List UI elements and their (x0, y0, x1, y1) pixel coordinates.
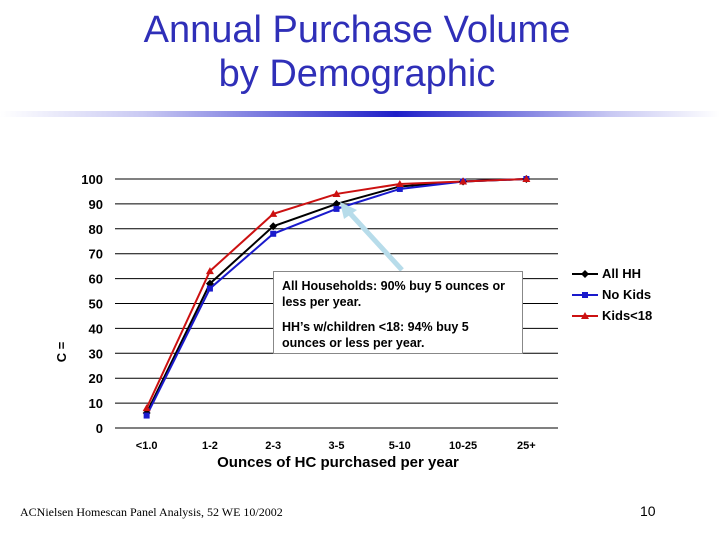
x-tick-label: 5-10 (389, 440, 411, 452)
legend-swatch-all-hh (572, 269, 598, 278)
series-markers (142, 175, 531, 419)
y-tick-label: 50 (89, 297, 103, 312)
data-point-kids-18-5 (459, 177, 468, 185)
y-tick-label: 30 (89, 346, 103, 361)
legend-label: Kids<18 (602, 308, 653, 323)
slide-title-line2: by Demographic (218, 53, 496, 95)
y-tick-label: 100 (81, 172, 103, 187)
annotation-arrowhead (340, 202, 357, 219)
annotation-line1: All Households: 90% buy 5 ounces or less… (282, 279, 505, 309)
y-tick-label: 20 (89, 371, 103, 386)
page-number: 10 (640, 503, 656, 519)
legend-label: All HH (602, 266, 641, 281)
x-axis-label: Ounces of HC purchased per year (217, 454, 459, 471)
y-tick-label: 10 (89, 396, 103, 411)
y-tick-label: 70 (89, 247, 103, 262)
data-point-all-hh-2 (269, 222, 278, 231)
y-tick-label: 40 (89, 321, 103, 336)
y-tick-label: 60 (89, 272, 103, 287)
legend-swatch-no-kids (572, 291, 598, 298)
x-tick-label: 10-25 (449, 440, 477, 452)
slide-title: Annual Purchase Volume by Demographic (0, 8, 714, 96)
data-point-no-kids-3 (333, 205, 340, 212)
annotation-arrow (345, 208, 404, 272)
annotation-box: All Households: 90% buy 5 ounces or less… (273, 271, 523, 354)
title-underline (0, 111, 720, 117)
x-tick-label: 3-5 (329, 440, 345, 452)
y-tick-label: 80 (89, 222, 103, 237)
slide-title-line1: Annual Purchase Volume (143, 9, 571, 51)
legend-item-no-kids: No Kids (572, 284, 652, 305)
x-tick-labels: <1.0 1-2 2-3 3-5 5-10 10-25 25+ (136, 440, 536, 452)
legend-swatch-kids (572, 311, 598, 319)
chart-legend: All HH No Kids Kids<18 (572, 263, 652, 326)
legend-item-all-hh: All HH (572, 263, 652, 284)
data-point-no-kids-0 (143, 412, 150, 419)
data-point-kids-18-6 (522, 175, 531, 182)
data-point-kids-18-3 (332, 189, 341, 197)
x-tick-label: 25+ (517, 440, 536, 452)
y-tick-label: 0 (96, 421, 103, 436)
data-point-kids-18-2 (269, 209, 278, 217)
x-tick-label: 1-2 (202, 440, 218, 452)
data-point-kids-18-0 (142, 404, 151, 412)
data-point-kids-18-1 (205, 267, 214, 275)
source-footnote: ACNielsen Homescan Panel Analysis, 52 WE… (20, 505, 283, 519)
legend-label: No Kids (602, 287, 652, 302)
x-tick-label: 2-3 (265, 440, 281, 452)
y-tick-label: 90 (89, 197, 103, 212)
y-axis-label: C = (54, 341, 69, 362)
data-point-no-kids-4 (396, 185, 403, 192)
data-point-kids-18-4 (395, 179, 404, 187)
x-tick-label: <1.0 (136, 440, 158, 452)
data-point-no-kids-2 (270, 230, 277, 237)
legend-item-kids: Kids<18 (572, 305, 652, 326)
y-tick-labels: 0 10 20 30 40 50 60 70 80 90 100 (81, 172, 103, 436)
annotation-line2: HH’s w/children <18: 94% buy 5 ounces or… (282, 320, 469, 350)
data-point-no-kids-1 (206, 285, 213, 292)
